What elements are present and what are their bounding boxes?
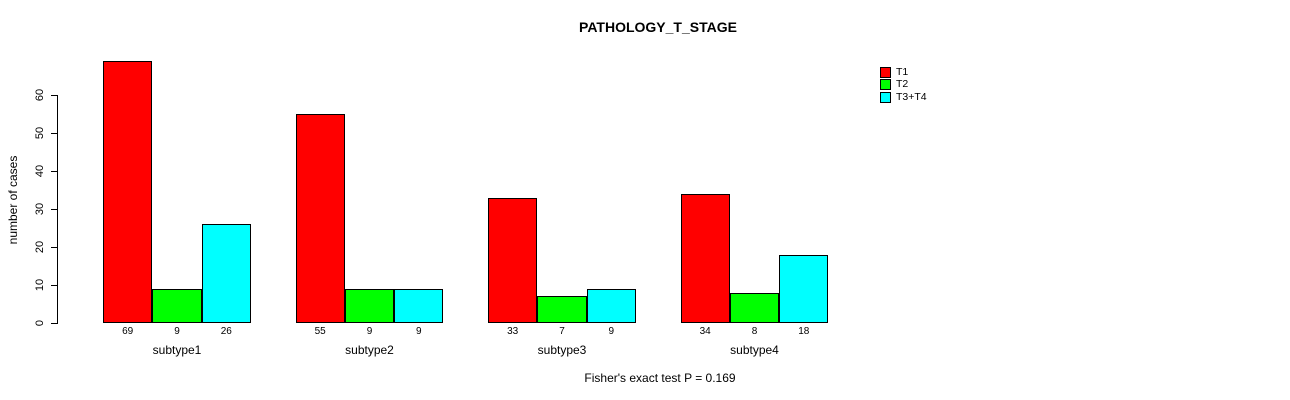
bar-value-label: 9 [416,326,422,337]
bar-value-label: 33 [507,326,519,337]
legend-item-t1: T1 [880,66,927,79]
bar-value-label: 8 [751,326,758,337]
bar-t2-subtype3 [537,296,587,323]
bar-value-label: 55 [314,326,326,337]
y-axis-line [57,95,58,324]
legend-item-t3+t4: T3+T4 [880,91,927,104]
y-axis-tick-label: 50 [34,126,46,140]
legend-swatch-t1 [880,66,891,78]
category-label-subtype3: subtype3 [537,343,587,357]
y-axis-tick [51,171,57,172]
y-axis-tick-label: 0 [34,319,46,327]
bar-value-label: 9 [174,326,180,337]
bar-t2-subtype1 [152,288,202,323]
category-label-subtype2: subtype2 [345,343,394,357]
bar-t3+t4-subtype1 [201,224,251,323]
legend-label: T1 [896,65,909,78]
y-axis-tick [51,209,57,210]
y-axis-tick [51,285,57,286]
bar-t3+t4-subtype3 [586,288,636,323]
chart-title: PATHOLOGY_T_STAGE [579,19,737,35]
bar-value-label: 34 [699,326,711,337]
bar-value-label: 26 [220,326,232,337]
bar-t2-subtype4 [729,292,780,323]
y-axis-tick-label: 30 [34,202,46,216]
y-axis-tick-label: 20 [34,240,46,254]
category-label-subtype4: subtype4 [730,343,779,357]
y-axis-tick [51,133,57,134]
bar-t1-subtype4 [680,193,730,323]
y-axis-tick-label: 40 [34,164,46,178]
legend-swatch-t2 [880,79,891,91]
legend-label: T2 [896,78,909,91]
footer-annotation: Fisher's exact test P = 0.169 [584,371,736,385]
bar-t1-subtype1 [103,60,153,323]
bar-t2-subtype2 [344,288,395,323]
y-axis-tick [51,323,57,324]
y-axis-tick [51,95,57,96]
legend: T1 T2 T3+T4 [880,66,927,104]
bar-value-label: 7 [559,326,565,337]
y-axis-tick [51,247,57,248]
legend-swatch-t3+t4 [880,91,891,103]
bar-t1-subtype3 [488,197,538,323]
bar-value-label: 69 [122,326,134,337]
bar-t3+t4-subtype2 [394,288,444,323]
bar-t1-subtype2 [295,114,345,323]
bar-t3+t4-subtype4 [779,254,829,323]
bar-value-label: 9 [366,326,373,337]
category-label-subtype1: subtype1 [152,343,202,357]
y-axis-tick-label: 10 [34,278,46,292]
legend-label: T3+T4 [896,90,927,103]
y-axis-tick-label: 60 [34,88,46,102]
y-axis-label: number of cases [6,155,20,245]
bar-value-label: 9 [608,326,615,337]
bar-value-label: 18 [798,326,810,337]
legend-item-t2: T2 [880,79,927,92]
